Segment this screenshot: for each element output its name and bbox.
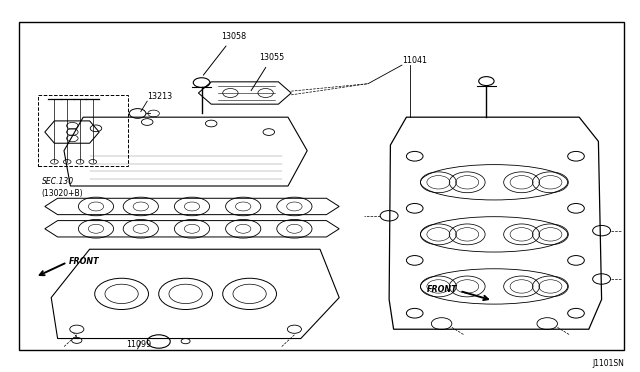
Bar (38, 95, 128, 166)
Text: (13020+B): (13020+B) (42, 189, 83, 198)
Text: SEC.130: SEC.130 (42, 177, 74, 186)
Text: 11099: 11099 (126, 340, 151, 349)
Text: J1101SN: J1101SN (592, 359, 624, 368)
Text: 13213: 13213 (147, 92, 172, 101)
Text: 13058: 13058 (204, 32, 246, 75)
Text: FRONT: FRONT (427, 285, 458, 294)
Text: 11041: 11041 (402, 56, 427, 65)
Bar (19, 22, 624, 350)
Text: 13055: 13055 (251, 53, 284, 91)
Text: FRONT: FRONT (69, 257, 100, 266)
